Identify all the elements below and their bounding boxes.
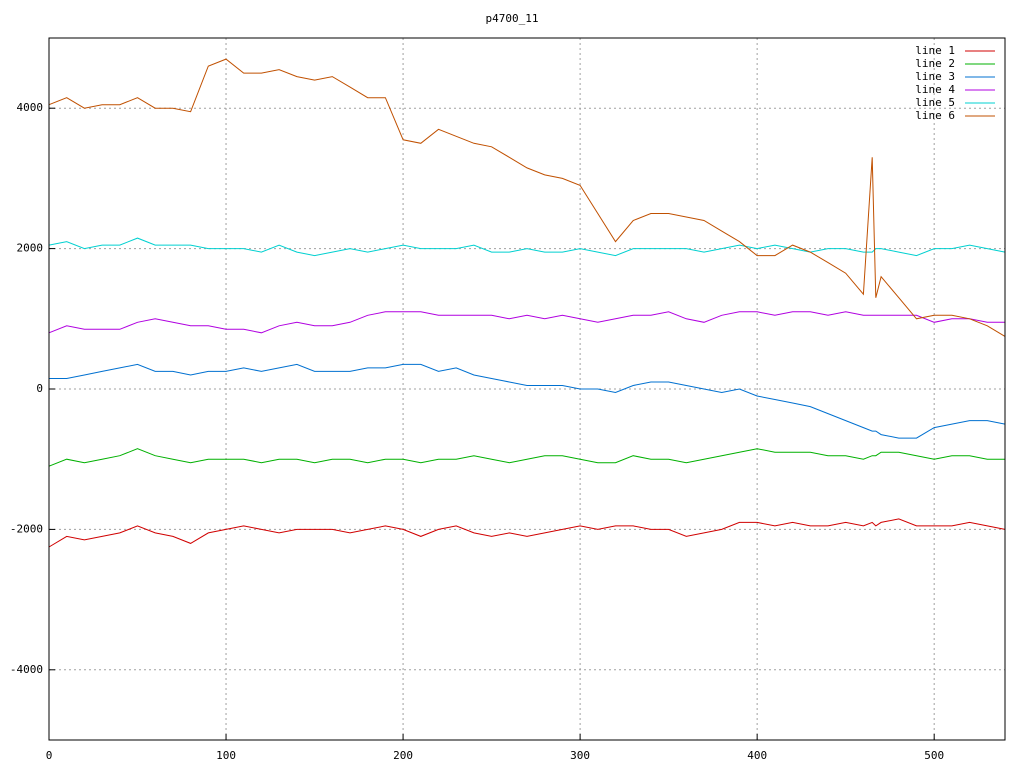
plot-border [48,37,1006,741]
y-tick-label: -2000 [10,522,43,535]
x-tick-label: 0 [46,749,53,762]
line-series [48,311,1005,334]
legend-label: line 4 [915,83,955,96]
legend-label: line 3 [915,70,955,83]
y-tick-label: -4000 [10,663,43,676]
y-tick-label: 0 [36,382,43,395]
x-tick-label: 400 [747,749,767,762]
line-series [48,237,1006,257]
legend-label: line 1 [915,44,955,57]
line-series [48,58,1006,337]
legend-label: line 5 [915,96,955,109]
x-tick-label: 200 [393,749,413,762]
x-tick-label: 300 [570,749,590,762]
line-series [48,448,1005,467]
x-tick-label: 500 [924,749,944,762]
x-tick-label: 100 [216,749,236,762]
y-tick-label: 4000 [17,101,44,114]
line-series [49,363,1006,439]
legend-label: line 2 [915,57,955,70]
line-series [48,518,1006,548]
chart-title: p4700_11 [486,12,539,25]
y-tick-label: 2000 [17,242,44,255]
legend-label: line 6 [915,109,955,122]
